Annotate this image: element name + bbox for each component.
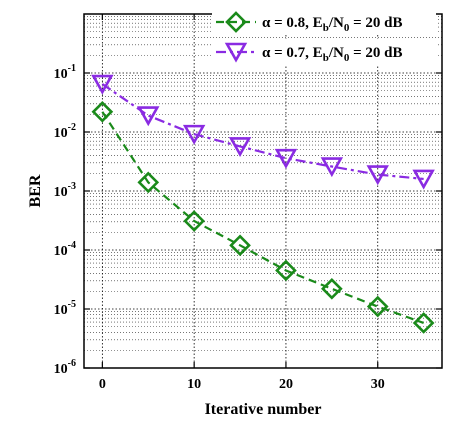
- y-tick-label: 10-2: [54, 122, 76, 141]
- data-point: [320, 157, 344, 178]
- legend-label: α = 0.7, Eb/N0 = 20 dB: [262, 45, 402, 64]
- x-tick-label: 20: [279, 377, 293, 392]
- data-point: [366, 165, 389, 186]
- data-point: [91, 74, 114, 95]
- legend-entry: α = 0.7, Eb/N0 = 20 dB: [212, 39, 436, 65]
- data-point: [137, 106, 160, 127]
- data-point: [228, 137, 252, 158]
- data-point: [412, 169, 435, 190]
- x-tick-label: 30: [371, 377, 385, 392]
- legend-label: α = 0.8, Eb/N0 = 20 dB: [262, 15, 402, 34]
- y-tick-label: 10-5: [54, 299, 76, 318]
- legend: α = 0.8, Eb/N0 = 20 dB α = 0.7, Eb/N0 = 2…: [212, 9, 436, 65]
- legend-background: [212, 39, 436, 65]
- x-axis-title: Iterative number: [205, 401, 322, 418]
- data-point: [412, 312, 435, 334]
- data-point: [183, 210, 205, 232]
- series-1: [91, 100, 435, 334]
- data-point: [182, 124, 206, 145]
- data-point: [137, 171, 160, 194]
- y-axis-title: BER: [27, 174, 44, 207]
- legend-marker: [225, 11, 247, 33]
- tick-labels: 0 10 20 30 10-6 10-5 10-4 10-3 10-2 10-1: [54, 63, 385, 392]
- series-2: [91, 74, 435, 190]
- data-point: [274, 148, 298, 169]
- data-point: [366, 295, 389, 318]
- data-point: [229, 234, 251, 257]
- y-tick-label: 10-6: [54, 358, 76, 377]
- series-layer: [91, 74, 435, 334]
- data-point: [321, 277, 343, 300]
- x-tick-label: 0: [99, 377, 106, 392]
- x-tick-label: 10: [187, 377, 201, 392]
- legend-marker: [224, 42, 248, 63]
- data-point: [275, 259, 297, 282]
- legend-entry: α = 0.8, Eb/N0 = 20 dB: [212, 9, 436, 35]
- series-line: [101, 83, 424, 181]
- y-tick-label: 10-3: [54, 181, 76, 200]
- data-point: [91, 100, 114, 123]
- grid: [84, 14, 442, 368]
- y-tick-label: 10-1: [54, 63, 76, 82]
- y-tick-label: 10-4: [54, 240, 76, 259]
